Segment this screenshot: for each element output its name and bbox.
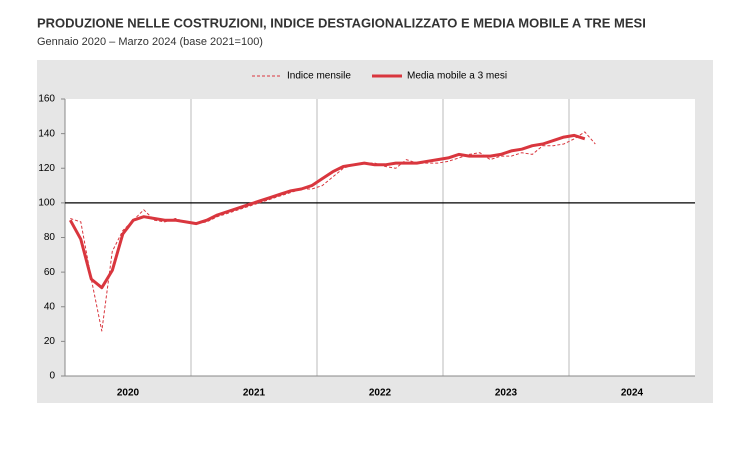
legend-label: Indice mensile <box>287 71 351 82</box>
y-tick-label: 0 <box>49 371 55 382</box>
y-tick-label: 120 <box>38 163 55 174</box>
y-tick-label: 60 <box>44 267 56 278</box>
x-tick-label: 2020 <box>117 388 140 399</box>
x-tick-label: 2021 <box>243 388 266 399</box>
y-tick-label: 100 <box>38 198 55 209</box>
x-tick-label: 2022 <box>369 388 392 399</box>
y-tick-label: 20 <box>44 336 56 347</box>
plot-area <box>65 99 695 376</box>
y-tick-label: 40 <box>44 301 56 312</box>
legend-label: Media mobile a 3 mesi <box>407 71 507 82</box>
y-tick-label: 140 <box>38 128 55 139</box>
y-tick-label: 160 <box>38 94 55 105</box>
y-tick-label: 80 <box>44 232 56 243</box>
series-line <box>70 131 596 332</box>
series-line <box>68 133 586 290</box>
chart-title: PRODUZIONE NELLE COSTRUZIONI, INDICE DES… <box>37 15 646 30</box>
chart-subtitle: Gennaio 2020 – Marzo 2024 (base 2021=100… <box>37 36 263 48</box>
x-tick-label: 2024 <box>621 388 644 399</box>
x-tick-label: 2023 <box>495 388 518 399</box>
